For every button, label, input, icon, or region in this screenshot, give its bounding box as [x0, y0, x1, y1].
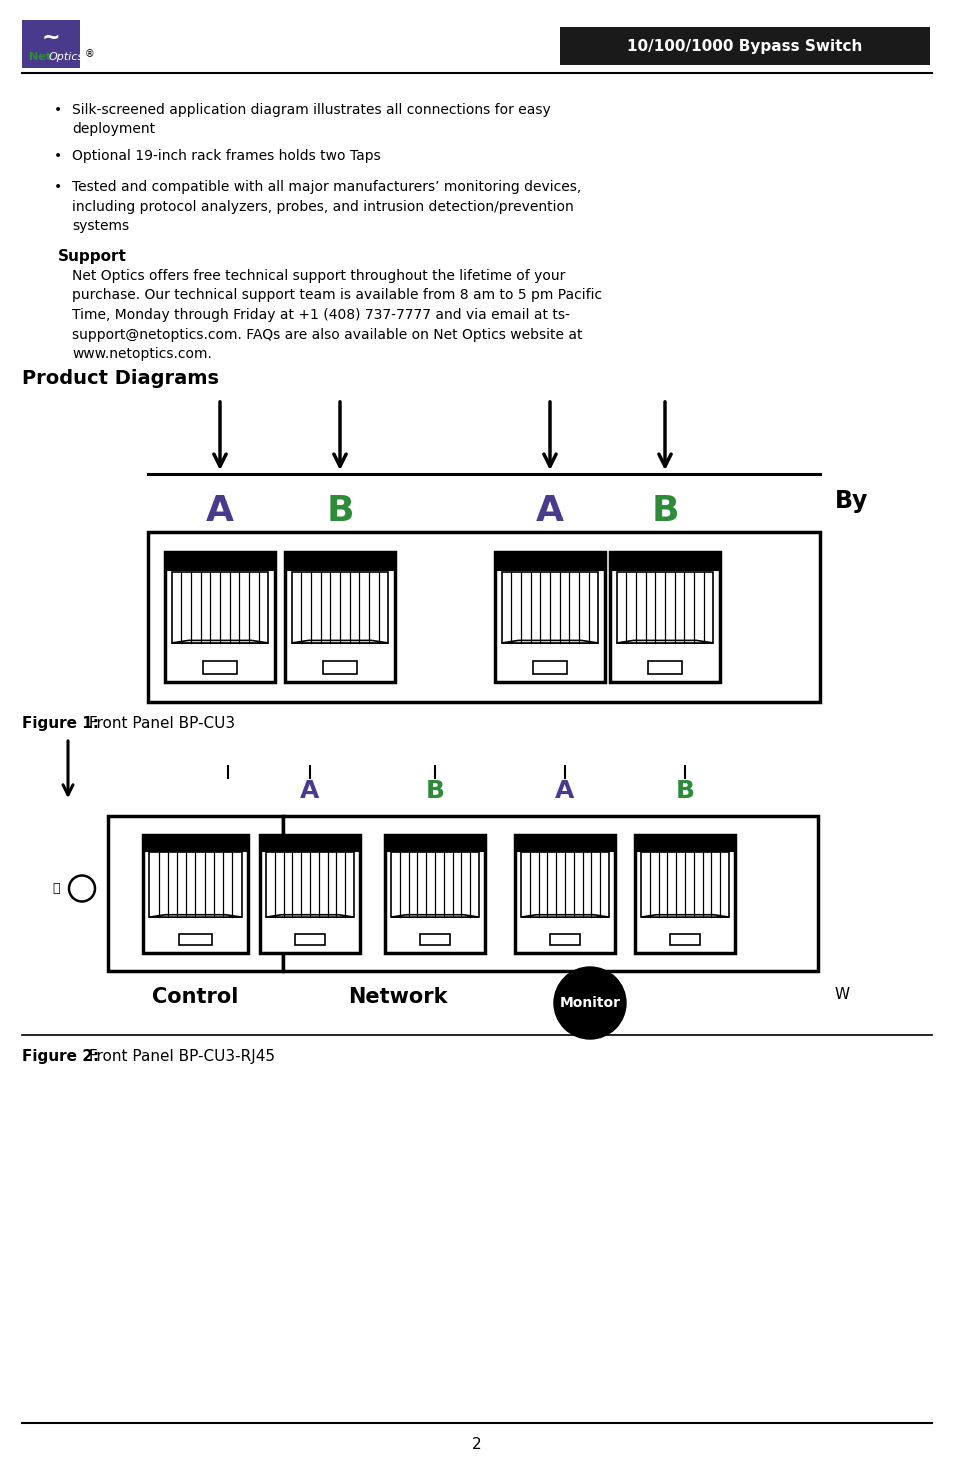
Text: Network: Network [348, 987, 447, 1007]
Text: Net: Net [29, 53, 51, 62]
Text: B: B [675, 779, 694, 802]
Text: Monitor: Monitor [558, 996, 619, 1010]
Polygon shape [640, 914, 728, 917]
Text: B: B [651, 494, 678, 528]
Bar [283, 816, 817, 971]
Bar [495, 552, 604, 681]
Bar [260, 835, 359, 953]
Bar [262, 836, 357, 851]
Bar [391, 853, 478, 917]
Bar [294, 934, 325, 945]
Text: Figure 2:: Figure 2: [22, 1049, 99, 1063]
Text: A: A [555, 779, 574, 802]
Bar [669, 934, 700, 945]
Text: By: By [834, 490, 867, 513]
Text: 2: 2 [472, 1437, 481, 1451]
Text: Product Diagrams: Product Diagrams [22, 369, 219, 388]
Bar [285, 552, 395, 681]
Bar [167, 555, 273, 569]
Text: A: A [300, 779, 319, 802]
Polygon shape [616, 640, 713, 643]
Text: •: • [53, 180, 62, 195]
Text: B: B [326, 494, 354, 528]
Bar [145, 836, 246, 851]
Text: Optics: Optics [49, 53, 84, 62]
Bar [148, 532, 820, 702]
Bar [635, 835, 734, 953]
Circle shape [554, 968, 625, 1038]
Bar [387, 836, 482, 851]
Text: Figure 1:: Figure 1: [22, 715, 99, 732]
Bar [647, 661, 681, 674]
Bar [179, 934, 212, 945]
Text: A: A [536, 494, 563, 528]
Bar [108, 816, 283, 971]
Bar [497, 555, 602, 569]
Bar [549, 934, 579, 945]
Circle shape [69, 876, 95, 901]
Bar [165, 552, 274, 681]
Polygon shape [501, 640, 598, 643]
Bar [323, 661, 356, 674]
Bar [287, 555, 393, 569]
Bar [419, 934, 450, 945]
Bar [203, 661, 236, 674]
Text: Control: Control [152, 987, 238, 1007]
Polygon shape [149, 914, 241, 917]
Text: B: B [425, 779, 444, 802]
Bar [149, 853, 241, 917]
Bar [517, 836, 613, 851]
Text: Optional 19-inch rack frames holds two Taps: Optional 19-inch rack frames holds two T… [71, 149, 380, 164]
Bar [637, 836, 732, 851]
Bar [640, 853, 728, 917]
Polygon shape [266, 914, 354, 917]
Text: •: • [53, 149, 62, 164]
Bar [172, 571, 268, 643]
Polygon shape [292, 640, 388, 643]
Text: 10/100/1000 Bypass Switch: 10/100/1000 Bypass Switch [627, 38, 862, 53]
Polygon shape [172, 640, 268, 643]
Bar [612, 555, 718, 569]
Text: Front Panel BP-CU3-RJ45: Front Panel BP-CU3-RJ45 [84, 1049, 274, 1063]
Text: A: A [206, 494, 233, 528]
Text: W: W [834, 987, 849, 1002]
Bar [292, 571, 388, 643]
Polygon shape [520, 914, 608, 917]
Bar [143, 835, 248, 953]
Bar [501, 571, 598, 643]
Bar [616, 571, 713, 643]
Bar [22, 21, 80, 68]
Bar [559, 27, 929, 65]
Bar [609, 552, 720, 681]
Bar [520, 853, 608, 917]
Polygon shape [391, 914, 478, 917]
Text: ~: ~ [42, 28, 60, 49]
Bar [266, 853, 354, 917]
Text: Silk-screened application diagram illustrates all connections for easy
deploymen: Silk-screened application diagram illust… [71, 103, 550, 137]
Bar [385, 835, 484, 953]
Text: ⏻: ⏻ [52, 882, 60, 895]
Bar [533, 661, 566, 674]
Text: Support: Support [58, 249, 127, 264]
Text: ®: ® [85, 49, 94, 59]
Text: Front Panel BP-CU3: Front Panel BP-CU3 [84, 715, 234, 732]
Text: Tested and compatible with all major manufacturers’ monitoring devices,
includin: Tested and compatible with all major man… [71, 180, 580, 233]
Text: •: • [53, 103, 62, 117]
Bar [515, 835, 615, 953]
Text: Net Optics offers free technical support throughout the lifetime of your
purchas: Net Optics offers free technical support… [71, 268, 601, 361]
